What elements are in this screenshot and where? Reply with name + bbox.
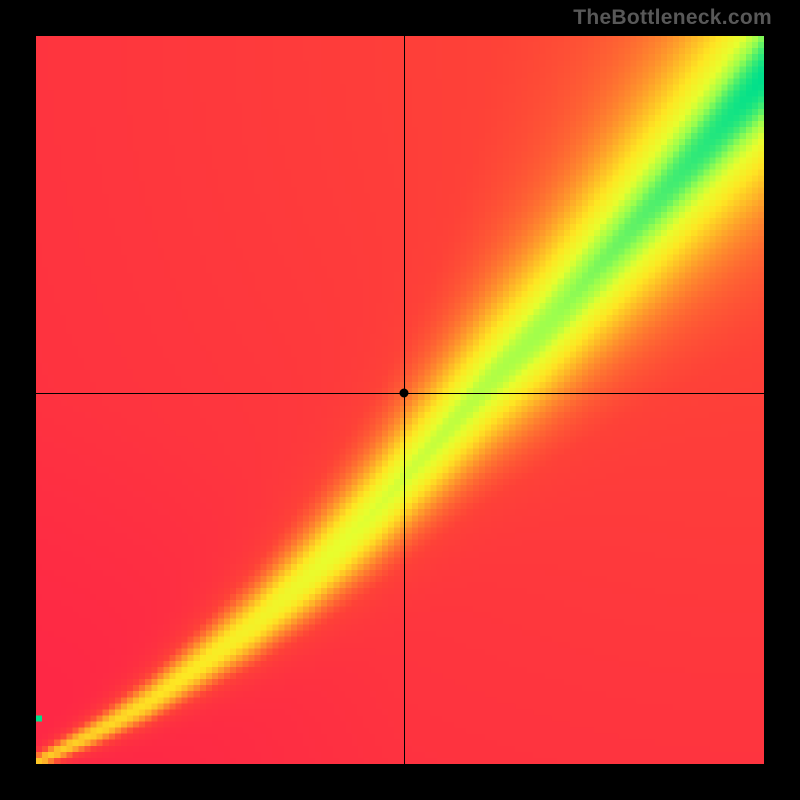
heatmap-canvas <box>36 36 764 764</box>
watermark-text: TheBottleneck.com <box>573 6 772 30</box>
chart-container: TheBottleneck.com <box>0 0 800 800</box>
crosshair-marker <box>399 388 408 397</box>
crosshair-vertical <box>404 36 405 764</box>
heatmap-plot <box>36 36 764 764</box>
